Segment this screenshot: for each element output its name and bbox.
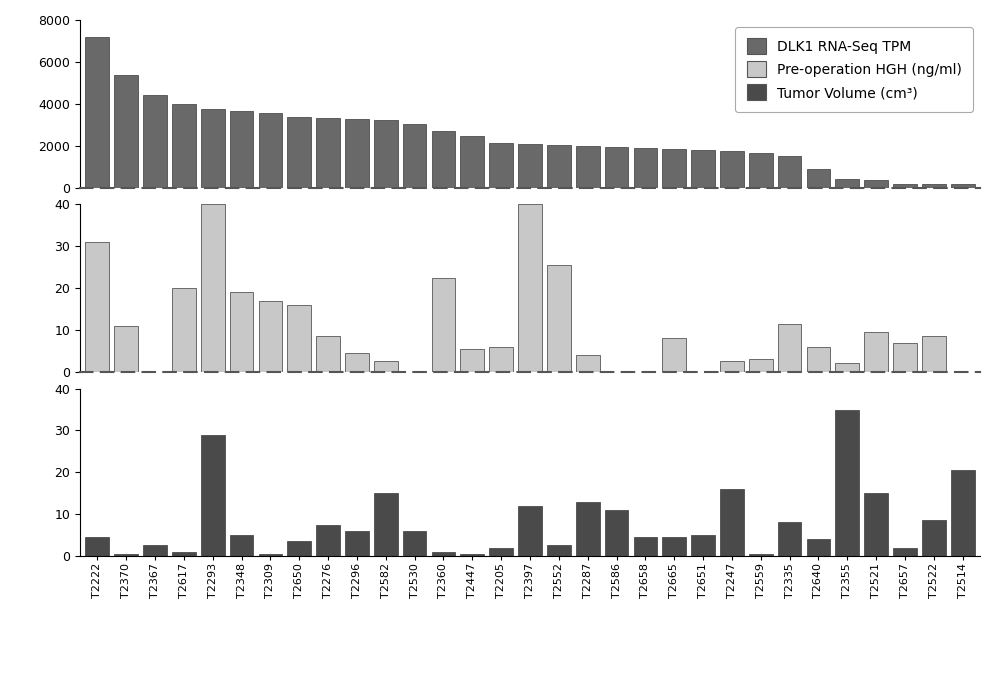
Bar	[432, 132, 455, 188]
Bar	[720, 489, 744, 556]
Bar	[287, 541, 311, 556]
Bar	[576, 146, 600, 188]
Bar	[259, 113, 282, 188]
Bar	[893, 548, 917, 556]
Bar	[691, 535, 715, 556]
Bar	[316, 117, 340, 188]
Bar	[691, 150, 715, 188]
Bar	[287, 305, 311, 372]
Bar	[259, 554, 282, 556]
Bar	[547, 145, 571, 188]
Bar	[778, 323, 801, 372]
Bar	[172, 552, 196, 556]
Bar	[720, 151, 744, 188]
Bar	[201, 205, 225, 372]
Bar	[778, 523, 801, 556]
Bar	[807, 169, 830, 188]
Bar	[114, 326, 138, 372]
Bar	[807, 539, 830, 556]
Bar	[114, 554, 138, 556]
Bar	[547, 265, 571, 372]
Bar	[576, 502, 600, 556]
Bar	[518, 205, 542, 372]
Bar	[374, 120, 398, 188]
Bar	[143, 546, 167, 556]
Bar	[201, 435, 225, 556]
Bar	[634, 148, 657, 188]
Bar	[749, 359, 773, 372]
Bar	[460, 554, 484, 556]
Bar	[864, 180, 888, 188]
Bar	[864, 332, 888, 372]
Bar	[605, 510, 628, 556]
Bar	[835, 180, 859, 188]
Bar	[460, 136, 484, 188]
Bar	[143, 95, 167, 188]
Bar	[374, 493, 398, 556]
Bar	[201, 109, 225, 188]
Bar	[547, 546, 571, 556]
Bar	[749, 153, 773, 188]
Bar	[662, 537, 686, 556]
Bar	[893, 184, 917, 188]
Bar	[749, 554, 773, 556]
Bar	[576, 355, 600, 372]
Bar	[287, 117, 311, 188]
Bar	[922, 336, 946, 372]
Bar	[807, 346, 830, 372]
Bar	[259, 301, 282, 372]
Bar	[518, 506, 542, 556]
Bar	[951, 470, 975, 556]
Bar	[85, 242, 109, 372]
Bar	[922, 521, 946, 556]
Bar	[345, 119, 369, 188]
Bar	[489, 346, 513, 372]
Bar	[778, 157, 801, 188]
Bar	[864, 493, 888, 556]
Bar	[835, 410, 859, 556]
Bar	[432, 278, 455, 372]
Bar	[951, 184, 975, 188]
Bar	[922, 184, 946, 188]
Bar	[662, 338, 686, 372]
Bar	[662, 149, 686, 188]
Bar	[893, 342, 917, 372]
Bar	[835, 363, 859, 372]
Bar	[230, 111, 253, 188]
Bar	[316, 525, 340, 556]
Bar	[605, 147, 628, 188]
Bar	[345, 531, 369, 556]
Bar	[634, 537, 657, 556]
Bar	[172, 104, 196, 188]
Bar	[374, 361, 398, 372]
Bar	[518, 144, 542, 188]
Bar	[316, 336, 340, 372]
Bar	[403, 531, 426, 556]
Bar	[432, 552, 455, 556]
Bar	[172, 288, 196, 372]
Bar	[345, 353, 369, 372]
Bar	[230, 535, 253, 556]
Bar	[114, 75, 138, 188]
Bar	[403, 124, 426, 188]
Bar	[720, 361, 744, 372]
Bar	[489, 143, 513, 188]
Bar	[460, 348, 484, 372]
Bar	[489, 548, 513, 556]
Bar	[230, 292, 253, 372]
Bar	[85, 537, 109, 556]
Bar	[85, 37, 109, 188]
Legend: DLK1 RNA-Seq TPM, Pre-operation HGH (ng/ml), Tumor Volume (cm³): DLK1 RNA-Seq TPM, Pre-operation HGH (ng/…	[735, 27, 973, 111]
